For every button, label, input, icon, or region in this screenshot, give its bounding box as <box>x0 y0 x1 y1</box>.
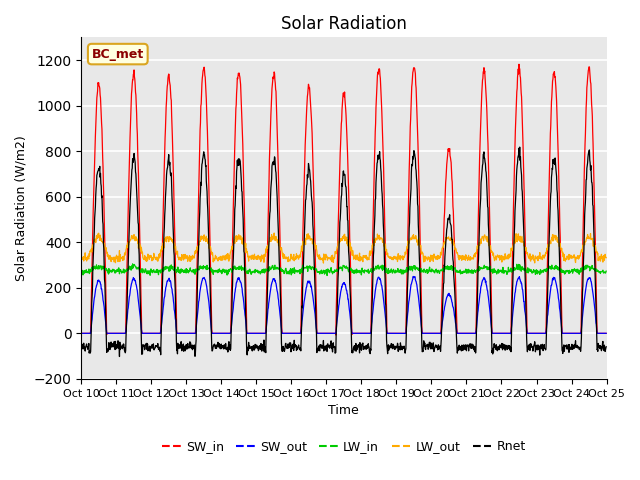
Line: SW_out: SW_out <box>81 276 606 334</box>
Line: LW_in: LW_in <box>81 264 606 276</box>
SW_out <box>194 307 202 312</box>
SW_in <box>332 332 340 338</box>
SW_in <box>515 61 523 67</box>
SW_in <box>541 330 548 336</box>
Rnet <box>253 344 261 350</box>
LW_out <box>77 254 85 260</box>
SW_out <box>181 330 189 336</box>
LW_in <box>253 267 261 273</box>
Rnet <box>182 347 189 353</box>
SW_out <box>426 330 433 336</box>
LW_out <box>319 260 327 266</box>
SW_in <box>494 330 502 336</box>
LW_in <box>195 267 202 273</box>
LW_out <box>253 256 260 262</box>
LW_out <box>181 252 189 257</box>
SW_in <box>77 330 85 336</box>
Legend: SW_in, SW_out, LW_in, LW_out, Rnet: SW_in, SW_out, LW_in, LW_out, Rnet <box>157 435 531 458</box>
Line: LW_out: LW_out <box>81 233 606 263</box>
LW_out <box>270 230 278 236</box>
LW_out <box>194 245 202 251</box>
Line: Rnet: Rnet <box>81 147 606 357</box>
Y-axis label: Solar Radiation (W/m2): Solar Radiation (W/m2) <box>15 135 28 281</box>
Line: SW_in: SW_in <box>81 64 606 335</box>
SW_in <box>253 330 260 336</box>
Rnet <box>426 339 433 345</box>
LW_in <box>602 268 610 274</box>
SW_out <box>410 274 417 279</box>
Title: Solar Radiation: Solar Radiation <box>281 15 407 33</box>
Rnet <box>494 347 502 352</box>
SW_out <box>253 330 260 336</box>
Text: BC_met: BC_met <box>92 48 144 60</box>
SW_out <box>541 330 548 336</box>
LW_in <box>129 261 136 267</box>
SW_in <box>602 330 610 336</box>
LW_in <box>77 270 85 276</box>
LW_in <box>494 266 502 272</box>
SW_out <box>494 330 502 336</box>
Rnet <box>116 354 124 360</box>
LW_out <box>494 253 502 259</box>
LW_in <box>541 267 548 273</box>
Rnet <box>541 346 548 351</box>
SW_out <box>602 330 610 336</box>
X-axis label: Time: Time <box>328 404 359 417</box>
SW_in <box>426 330 433 336</box>
SW_out <box>77 330 85 336</box>
Rnet <box>77 347 85 352</box>
Rnet <box>195 254 202 260</box>
SW_out <box>437 331 445 336</box>
SW_in <box>194 219 202 225</box>
LW_out <box>541 252 548 258</box>
LW_in <box>426 264 433 270</box>
SW_in <box>181 330 189 336</box>
LW_in <box>323 273 331 278</box>
LW_out <box>602 255 610 261</box>
Rnet <box>602 344 610 349</box>
LW_out <box>426 255 433 261</box>
LW_in <box>182 270 189 276</box>
Rnet <box>516 144 524 150</box>
